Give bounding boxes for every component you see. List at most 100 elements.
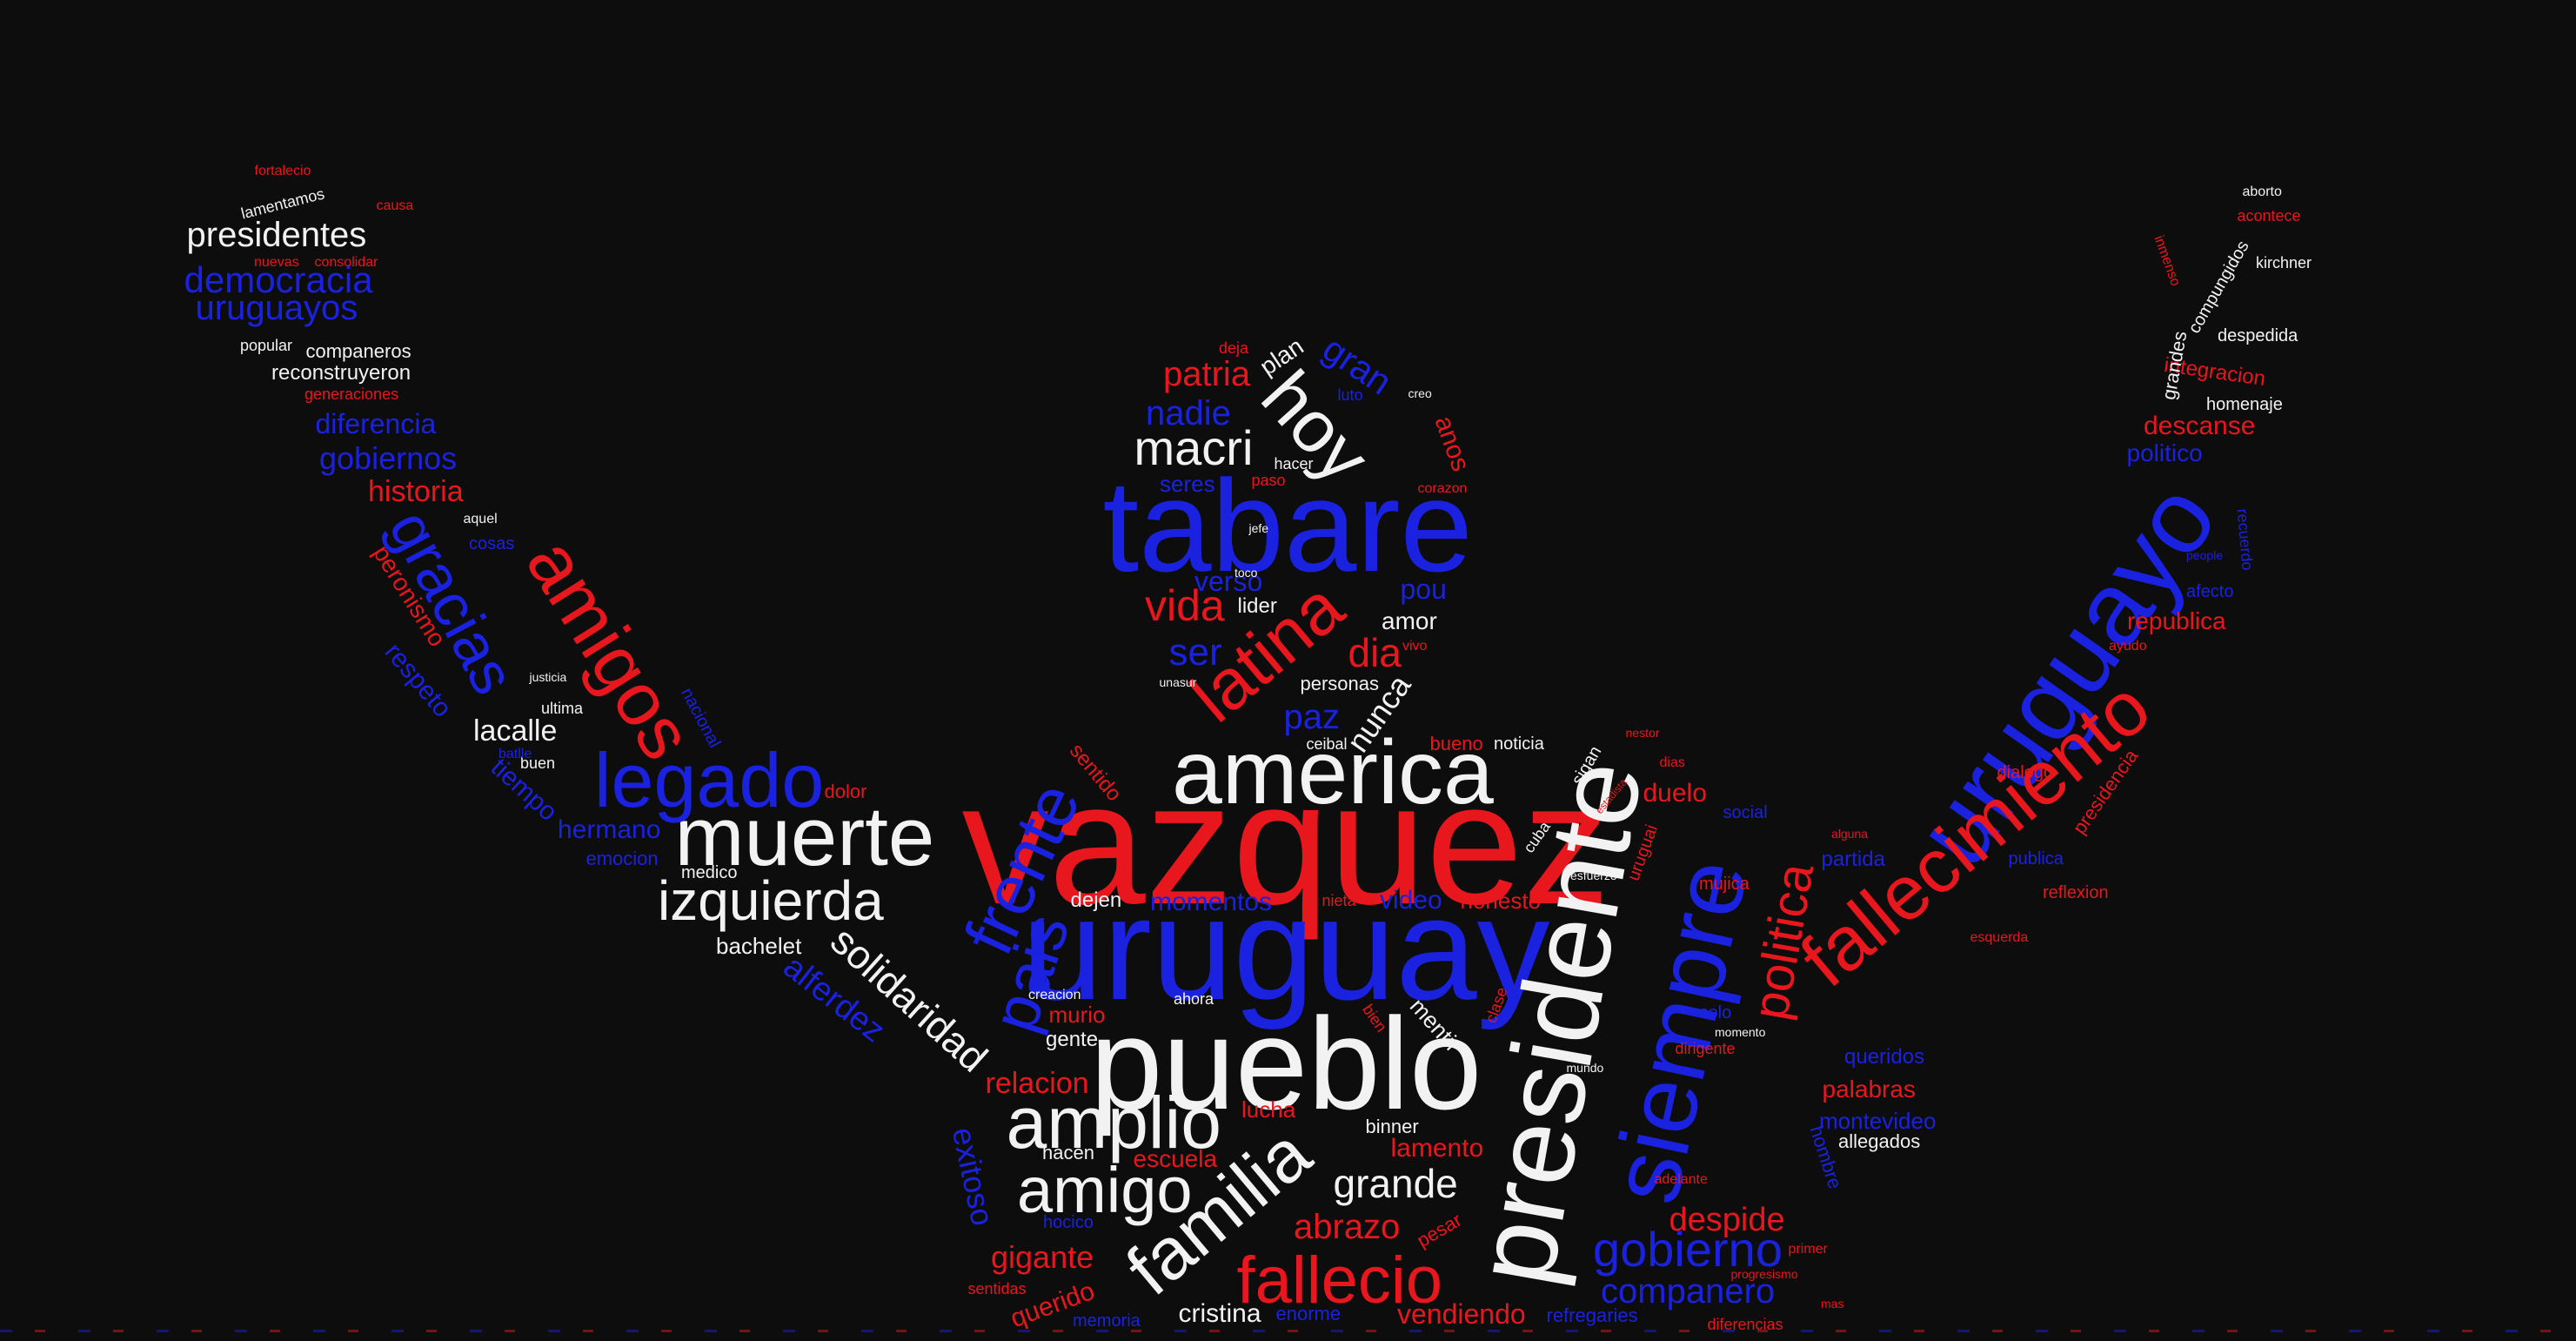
word-momento: momento: [1715, 1025, 1766, 1039]
word-partida: partida: [1821, 848, 1885, 871]
word-ayudo: ayudo: [2109, 639, 2147, 654]
word-vazquez: vazquez: [961, 747, 1610, 941]
word-fallecio: fallecio: [1236, 1244, 1443, 1318]
word-patria: patria: [1163, 355, 1251, 393]
word-murio: murio: [1048, 1002, 1106, 1028]
word-amplio: amplio: [1006, 1082, 1221, 1163]
word-dolor: dolor: [824, 781, 867, 802]
word-honesto: honesto: [1460, 888, 1542, 914]
word-noticia: noticia: [1494, 734, 1544, 754]
word-duelo: duelo: [1643, 779, 1707, 808]
word-hocico: hocico: [1043, 1213, 1094, 1232]
word-relacion: relacion: [985, 1067, 1089, 1100]
word-emocion: emocion: [585, 848, 659, 869]
word-alguna: alguna: [1831, 827, 1869, 841]
word-reflexion: reflexion: [2043, 883, 2109, 902]
word-reconstruyeron: reconstruyeron: [271, 361, 411, 385]
word-cristina: cristina: [1178, 1299, 1261, 1328]
word-abrazo: abrazo: [1294, 1208, 1401, 1246]
word-toco: toco: [1234, 566, 1258, 580]
word-lacalle: lacalle: [473, 714, 558, 748]
word-progresismo: progresismo: [1730, 1267, 1798, 1281]
word-hacer: hacer: [1274, 455, 1314, 473]
word-video: video: [1380, 886, 1442, 915]
word-despide: despide: [1669, 1202, 1785, 1238]
word-seres: seres: [1160, 471, 1215, 497]
word-bueno: bueno: [1429, 733, 1483, 754]
word-consolidar: consolidar: [314, 255, 378, 270]
word-mas: mas: [1821, 1297, 1844, 1311]
word-descanse: descanse: [2144, 412, 2256, 440]
word-refregaries: refregaries: [1546, 1304, 1638, 1326]
word-uruguay: uruguay: [1021, 867, 1550, 1030]
word-palabras: palabras: [1822, 1076, 1916, 1103]
word-esquerda: esquerda: [1970, 930, 2029, 945]
word-ceibal: ceibal: [1306, 735, 1348, 753]
word-unasur: unasur: [1159, 675, 1197, 689]
word-esfuerzo: esfuerzo: [1570, 868, 1617, 882]
word-amor: amor: [1382, 607, 1437, 634]
word-uruguayos: uruguayos: [195, 289, 358, 327]
word-ultima: ultima: [541, 700, 584, 717]
word-memoria: memoria: [1073, 1311, 1141, 1331]
word-ahora: ahora: [1174, 990, 1214, 1008]
word-allegados: allegados: [1838, 1130, 1921, 1152]
word-lider: lider: [1237, 594, 1277, 618]
word-nieta: nieta: [1321, 892, 1356, 909]
word-america: america: [1172, 722, 1494, 823]
word-aquel: aquel: [463, 512, 498, 526]
word-companero: companero: [1601, 1272, 1776, 1311]
word-tabare: tabare: [1102, 453, 1473, 599]
word-kirchner: kirchner: [2256, 254, 2312, 272]
word-afecto: afecto: [2186, 582, 2234, 601]
word-verso: verso: [1194, 566, 1263, 597]
word-jefe: jefe: [1248, 521, 1269, 535]
word-lamento: lamento: [1390, 1134, 1484, 1163]
word-exitoso: exitoso: [945, 1123, 1001, 1229]
word-legado: legado: [594, 737, 825, 823]
word-gente: gente: [1046, 1028, 1099, 1051]
word-historia: historia: [368, 475, 464, 508]
word-compungidos: compungidos: [2184, 237, 2253, 338]
word-personas: personas: [1300, 673, 1380, 694]
word-muerte: muerte: [674, 790, 935, 883]
word-dejen: dejen: [1070, 888, 1122, 912]
word-macri: macri: [1134, 420, 1254, 475]
word-dia: dia: [1348, 630, 1402, 675]
word-queridos: queridos: [1844, 1045, 1925, 1069]
word-politico: politico: [2126, 439, 2203, 466]
word-paso: paso: [1251, 472, 1286, 489]
word-hermano: hermano: [558, 815, 661, 844]
word-primer: primer: [1788, 1242, 1828, 1257]
word-corazon: corazon: [1417, 481, 1468, 496]
word-pueblo: pueblo: [1090, 990, 1482, 1136]
word-democracia: democracia: [184, 259, 373, 300]
word-bachelet: bachelet: [716, 933, 802, 959]
word-despedida: despedida: [2218, 326, 2298, 345]
word-presidentes: presidentes: [186, 216, 367, 254]
word-recuerdo: recuerdo: [2232, 507, 2257, 572]
word-nestor: nestor: [1625, 726, 1660, 740]
word-justicia: justicia: [529, 670, 567, 684]
word-mujica: mujica: [1699, 875, 1750, 894]
word-generaciones: generaciones: [304, 386, 399, 403]
word-solo: solo: [1699, 1003, 1732, 1023]
word-luto: luto: [1337, 386, 1363, 404]
word-causa: causa: [376, 198, 414, 213]
word-grande: grande: [1333, 1161, 1458, 1206]
word-dialogo: dialogo: [1997, 763, 2054, 782]
word-publica: publica: [2008, 849, 2064, 868]
word-mundo: mundo: [1566, 1061, 1604, 1075]
word-izquierda: izquierda: [658, 869, 884, 932]
word-ser: ser: [1168, 631, 1222, 674]
word-gobiernos: gobiernos: [319, 440, 458, 476]
ground-line: [0, 1330, 2576, 1332]
word-pou: pou: [1400, 573, 1447, 605]
word-aborto: aborto: [2242, 184, 2282, 199]
word-batlle: batlle: [498, 747, 532, 761]
word-vivo: vivo: [1402, 639, 1428, 654]
word-dias: dias: [1659, 755, 1685, 770]
word-nadie: nadie: [1146, 394, 1231, 432]
word-adelante: adelante: [1654, 1172, 1708, 1187]
